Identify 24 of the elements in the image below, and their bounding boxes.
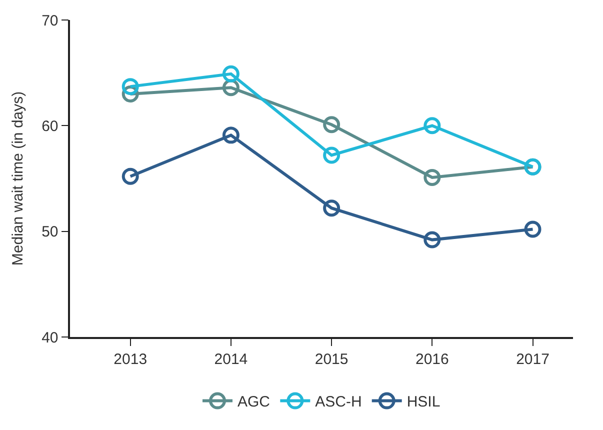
point bbox=[424, 231, 441, 248]
y-tick-label: 60 bbox=[42, 118, 58, 135]
y-axis-title: Median wait time (in days) bbox=[9, 91, 26, 266]
x-tick-label: 2014 bbox=[214, 350, 248, 368]
point bbox=[323, 146, 340, 164]
x-tick-label: 2016 bbox=[415, 350, 449, 368]
legend-label: HSIL bbox=[406, 394, 440, 411]
y-tick-label: 40 bbox=[42, 329, 58, 346]
point bbox=[424, 168, 441, 186]
x-tick-label: 2013 bbox=[114, 350, 148, 368]
x-tick-label: 2015 bbox=[314, 350, 348, 368]
point bbox=[323, 200, 340, 217]
x-tick-label: 2017 bbox=[516, 350, 550, 368]
point bbox=[524, 220, 542, 238]
point bbox=[424, 117, 441, 134]
point bbox=[323, 116, 340, 134]
point bbox=[222, 126, 240, 144]
point bbox=[122, 78, 139, 96]
legend-label: AGC bbox=[238, 394, 270, 411]
point bbox=[122, 168, 139, 185]
point bbox=[222, 65, 240, 82]
legend-label: ASC-H bbox=[315, 394, 362, 411]
y-tick-label: 70 bbox=[42, 12, 58, 30]
y-tick-label: 50 bbox=[42, 224, 58, 241]
